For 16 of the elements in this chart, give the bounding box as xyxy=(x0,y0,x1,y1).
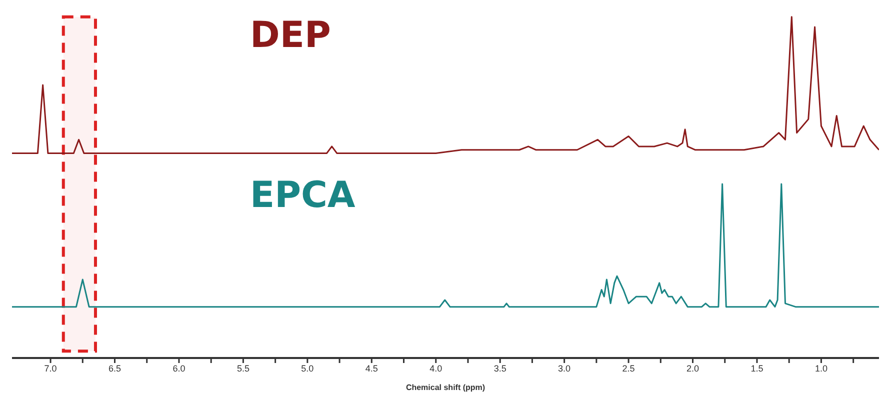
x-tick-label: 4.0 xyxy=(430,363,442,374)
x-tick-label: 4.5 xyxy=(365,363,378,374)
x-tick-label: 1.0 xyxy=(814,363,828,374)
x-tick-label: 3.0 xyxy=(558,363,571,374)
text: EPCA xyxy=(250,175,356,216)
x-tick-label: 5.0 xyxy=(301,363,314,374)
x-tick-label: 3.5 xyxy=(494,363,506,374)
x-tick-label: 6.0 xyxy=(172,363,186,374)
text: DEP xyxy=(250,15,331,56)
x-tick-label: 2.0 xyxy=(686,363,700,374)
x-tick-label: 5.5 xyxy=(236,363,250,374)
x-tick-label: 2.5 xyxy=(622,363,635,374)
x-tick-label: 1.5 xyxy=(750,363,764,374)
x-tick-label: 6.5 xyxy=(108,363,122,374)
x-axis-title: Chemical shift (ppm) xyxy=(406,383,486,392)
x-tick-label: 7.0 xyxy=(44,363,57,374)
